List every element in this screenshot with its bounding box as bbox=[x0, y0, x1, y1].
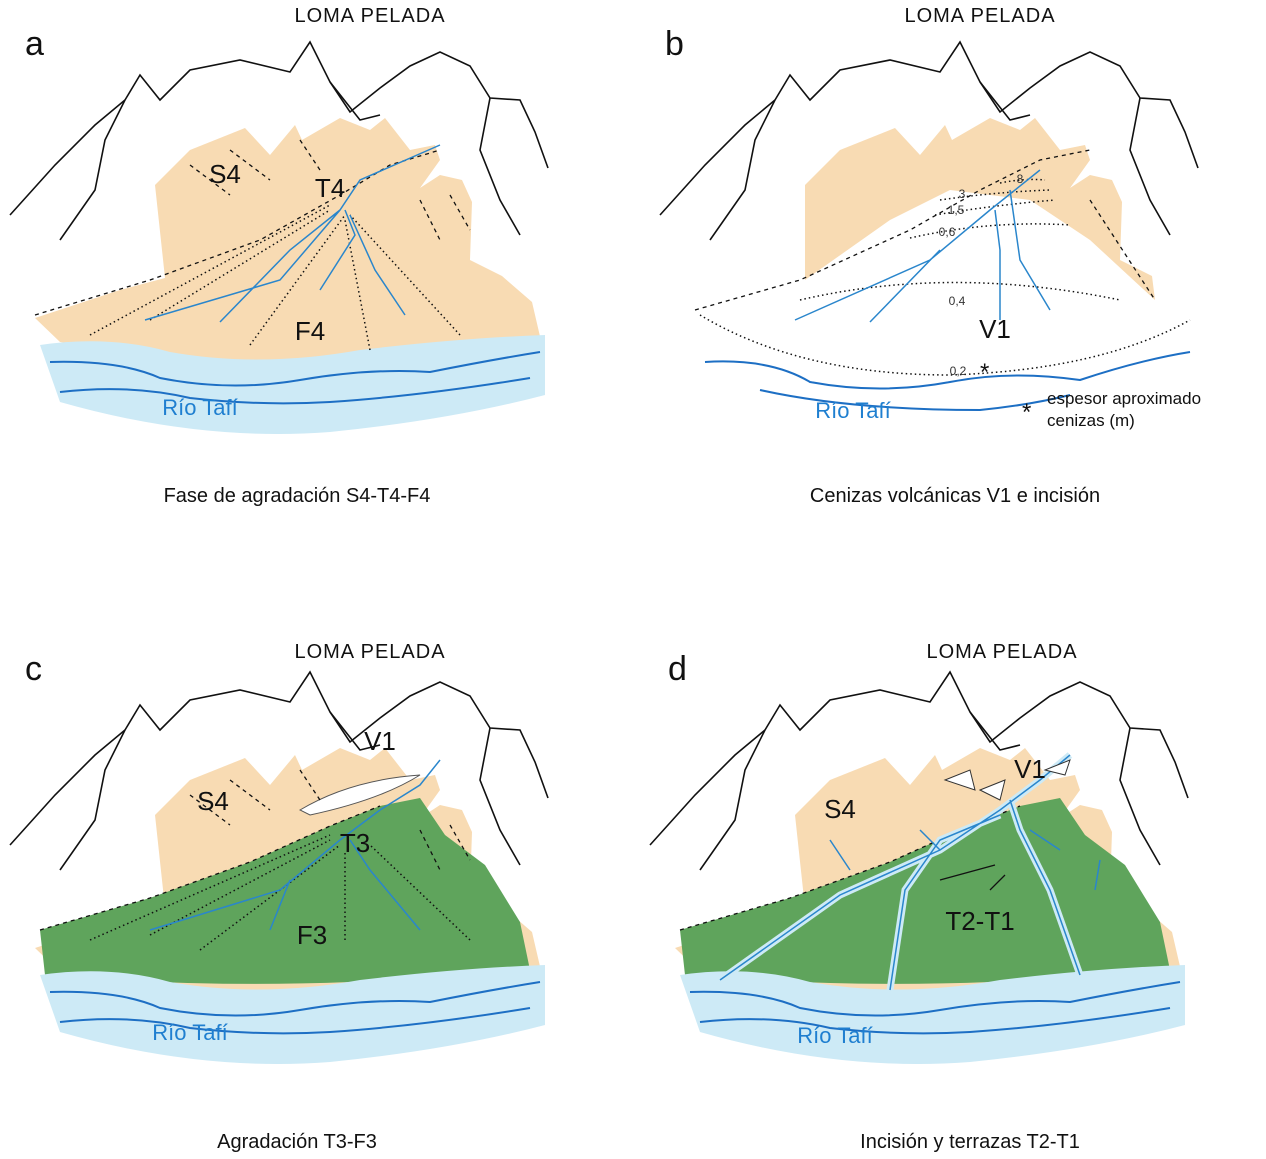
label: V1 bbox=[979, 314, 1011, 344]
fan bbox=[35, 118, 542, 368]
figure: a LOMA PELADA S4 T4 F4 Río Tafí Fase de … bbox=[0, 0, 1266, 1159]
river-label: Río Tafí bbox=[797, 1023, 872, 1048]
caption: Agradación T3-F3 bbox=[217, 1131, 377, 1153]
river-label: Río Tafí bbox=[815, 398, 890, 423]
legend-symbol: * bbox=[1022, 399, 1031, 426]
legend-text: cenizas (m) bbox=[1047, 411, 1135, 430]
label: V1 bbox=[364, 726, 396, 756]
panel-b: b LOMA PELADA V1 8 3 1,5 0,6 0,4 0,2 * R… bbox=[660, 5, 1201, 507]
river-label: Río Tafí bbox=[152, 1020, 227, 1045]
fan bbox=[805, 118, 1155, 300]
panel-letter: a bbox=[25, 25, 44, 63]
label: V1 bbox=[1014, 754, 1046, 784]
isopach-label: 0,4 bbox=[949, 294, 966, 308]
marker: * bbox=[980, 359, 989, 386]
caption: Cenizas volcánicas V1 e incisión bbox=[810, 485, 1100, 507]
title: LOMA PELADA bbox=[294, 5, 445, 27]
isopach-label: 1,5 bbox=[948, 203, 965, 217]
label: T4 bbox=[315, 173, 345, 203]
isopach-label: 0,6 bbox=[939, 225, 956, 239]
label: F3 bbox=[297, 920, 327, 950]
label: T3 bbox=[340, 828, 370, 858]
caption: Fase de agradación S4-T4-F4 bbox=[164, 485, 431, 507]
panel-letter: b bbox=[665, 25, 684, 63]
panel-a: a LOMA PELADA S4 T4 F4 Río Tafí Fase de … bbox=[10, 5, 548, 507]
panel-letter: c bbox=[25, 650, 42, 688]
title: LOMA PELADA bbox=[904, 5, 1055, 27]
caption: Incisión y terrazas T2-T1 bbox=[860, 1131, 1080, 1153]
title: LOMA PELADA bbox=[294, 641, 445, 663]
label: T2-T1 bbox=[945, 906, 1014, 936]
isopach-label: 0,2 bbox=[950, 364, 967, 378]
label: S4 bbox=[209, 159, 241, 189]
label: F4 bbox=[295, 316, 325, 346]
panel-d: d LOMA PELADA V1 S4 T2-T1 Río Tafí Incis… bbox=[650, 641, 1188, 1153]
title: LOMA PELADA bbox=[926, 641, 1077, 663]
label: S4 bbox=[197, 786, 229, 816]
isopach-label: 8 bbox=[1017, 172, 1024, 186]
isopach-label: 3 bbox=[959, 187, 966, 201]
panel-letter: d bbox=[668, 650, 687, 688]
panel-c: c LOMA PELADA V1 S4 T3 F3 Río Tafí Agrad… bbox=[10, 641, 548, 1153]
river-label: Río Tafí bbox=[162, 395, 237, 420]
legend-text: espesor aproximado bbox=[1047, 389, 1201, 408]
label: S4 bbox=[824, 794, 856, 824]
